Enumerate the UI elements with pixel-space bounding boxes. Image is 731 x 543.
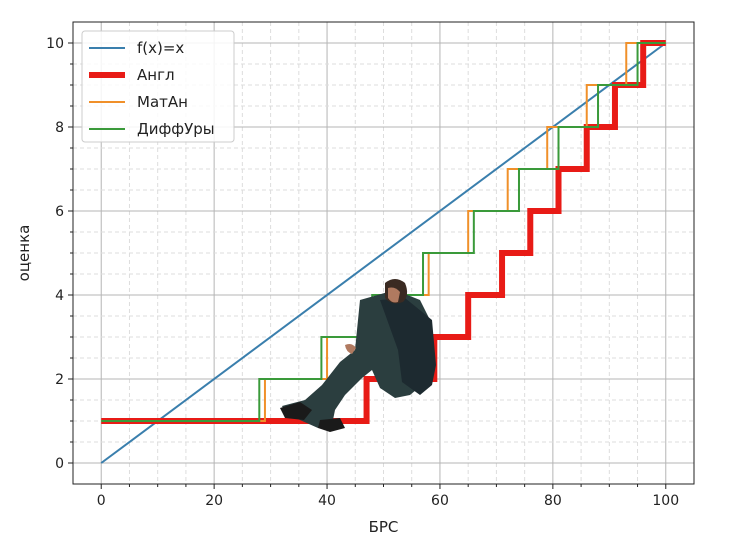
- legend-box: [81, 30, 235, 143]
- x-tick-label: 80: [544, 493, 562, 509]
- y-tick-label: 10: [46, 36, 64, 52]
- series-line-2: [101, 42, 666, 422]
- y-tick-label: 6: [55, 204, 64, 220]
- x-tick-label: 0: [97, 493, 106, 509]
- series-line-3: [101, 42, 666, 422]
- series-line-0: [100, 42, 667, 464]
- x-tick-label: 100: [652, 493, 679, 509]
- legend-label: ДиффУры: [137, 120, 215, 138]
- x-axis-label: БРС: [369, 518, 399, 536]
- y-tick-label: 8: [55, 120, 64, 136]
- y-axis-label: оценка: [15, 225, 33, 282]
- person-figure-image: [280, 279, 436, 432]
- axis-ticks: 0 20 40 60 80 100 0 2 4 6 8 10: [46, 36, 679, 509]
- legend-label: f(x)=x: [137, 39, 184, 57]
- y-tick-label: 4: [55, 288, 64, 304]
- x-tick-label: 60: [431, 493, 449, 509]
- legend: f(x)=x Англ МатАн ДиффУры: [81, 30, 235, 143]
- y-tick-label: 0: [55, 456, 64, 472]
- x-tick-label: 40: [318, 493, 336, 509]
- legend-label: МатАн: [137, 93, 188, 111]
- y-tick-label: 2: [55, 372, 64, 388]
- legend-label: Англ: [137, 66, 175, 84]
- x-tick-label: 20: [205, 493, 223, 509]
